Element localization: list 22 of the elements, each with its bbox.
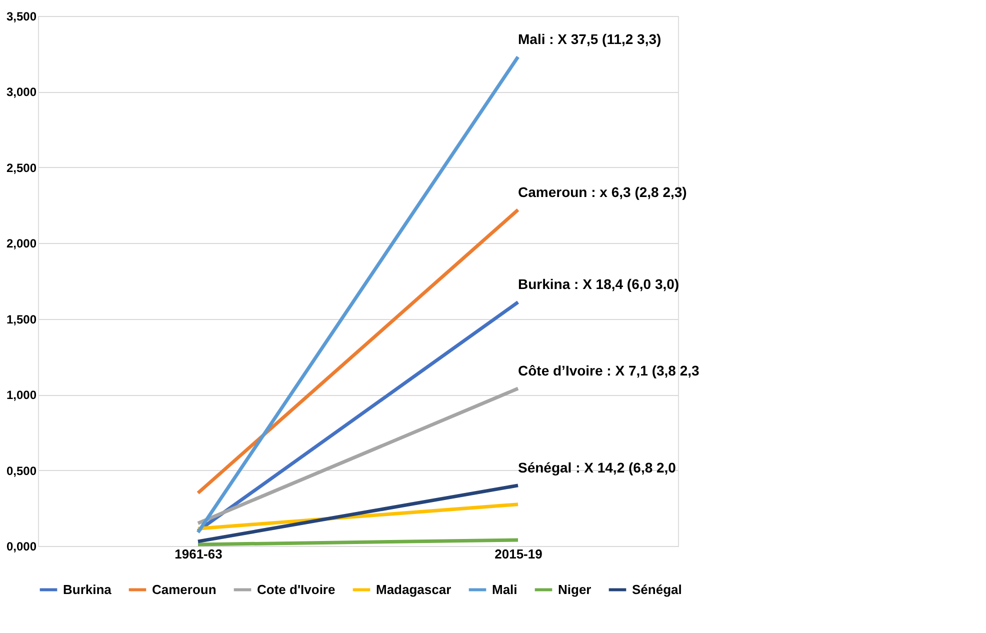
x-tick-label: 2015-19 [494, 546, 542, 562]
legend-label: Niger [558, 582, 592, 597]
annotation: Sénégal : X 14,2 (6,8 2,0 [518, 459, 676, 476]
annotation: Cameroun : x 6,3 (2,8 2,3) [518, 184, 687, 200]
y-tick-label: 0,000 [6, 540, 37, 554]
y-tick-label: 1,000 [6, 388, 37, 402]
legend-label: Cameroun [152, 582, 216, 597]
y-tick-label: 2,500 [6, 160, 37, 175]
legend-label: Mali [492, 582, 518, 597]
y-tick-label: 2,000 [6, 236, 37, 251]
y-tick-label: 1,500 [6, 312, 37, 326]
x-tick-label: 1961-63 [174, 546, 222, 562]
legend-label: Burkina [63, 582, 112, 597]
y-tick-label: 3,500 [6, 10, 37, 24]
y-tick-label: 0,500 [6, 464, 37, 478]
y-tick-label: 3,000 [6, 85, 37, 100]
annotation: Côte d’Ivoire : X 7,1 (3,8 2,3 [518, 362, 700, 379]
legend-label: Sénégal [632, 582, 682, 597]
legend-label: Cote d'Ivoire [257, 582, 336, 597]
annotation: Burkina : X 18,4 (6,0 3,0) [518, 276, 680, 292]
legend-label: Madagascar [376, 582, 452, 597]
annotation: Mali : X 37,5 (11,2 3,3) [518, 30, 662, 47]
